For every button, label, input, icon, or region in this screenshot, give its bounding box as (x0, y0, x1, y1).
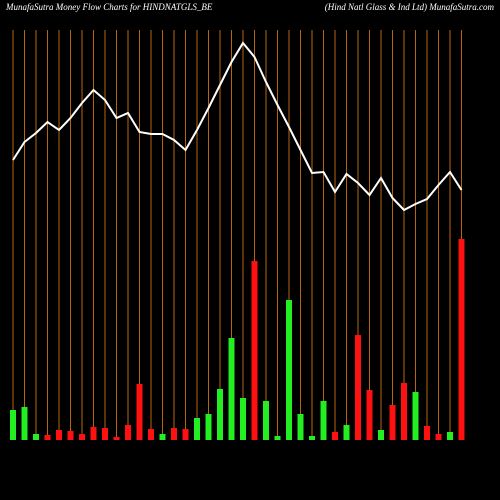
bar (389, 405, 396, 440)
bar (217, 389, 223, 440)
bar (113, 437, 120, 440)
bar (21, 407, 28, 440)
bar (251, 261, 258, 440)
bar (240, 398, 246, 440)
bar (297, 414, 304, 440)
bar (159, 434, 166, 440)
bar (67, 431, 74, 440)
bar (79, 434, 85, 440)
bar (332, 432, 338, 440)
bar (412, 392, 419, 440)
bar (355, 335, 361, 440)
bar (33, 434, 39, 440)
bar (309, 436, 315, 440)
bar (194, 418, 200, 440)
bar (136, 384, 143, 440)
bar (378, 430, 384, 440)
bar (44, 435, 51, 440)
bar (228, 338, 235, 440)
chart-title: MunafaSutra Money Flow Charts for HINDNA… (5, 2, 213, 12)
bar (125, 425, 131, 440)
bar (343, 425, 350, 440)
bar (401, 383, 407, 440)
bar (205, 414, 212, 440)
money-flow-line (12, 41, 463, 212)
bar (56, 430, 62, 440)
bar (458, 239, 465, 440)
bar (171, 428, 177, 440)
bar (182, 429, 189, 440)
bar (366, 390, 373, 440)
bar (424, 426, 430, 440)
bar (90, 427, 97, 440)
bar (286, 300, 292, 440)
bar (435, 434, 442, 440)
bar (320, 401, 327, 440)
bar (274, 436, 281, 440)
bar (263, 401, 269, 440)
bar (10, 410, 16, 440)
chart-subtitle: (Hind Natl Glass & Ind Ltd) MunafaSutra.… (325, 2, 495, 12)
bar (447, 432, 453, 440)
bar (148, 429, 154, 440)
bar (102, 428, 108, 440)
